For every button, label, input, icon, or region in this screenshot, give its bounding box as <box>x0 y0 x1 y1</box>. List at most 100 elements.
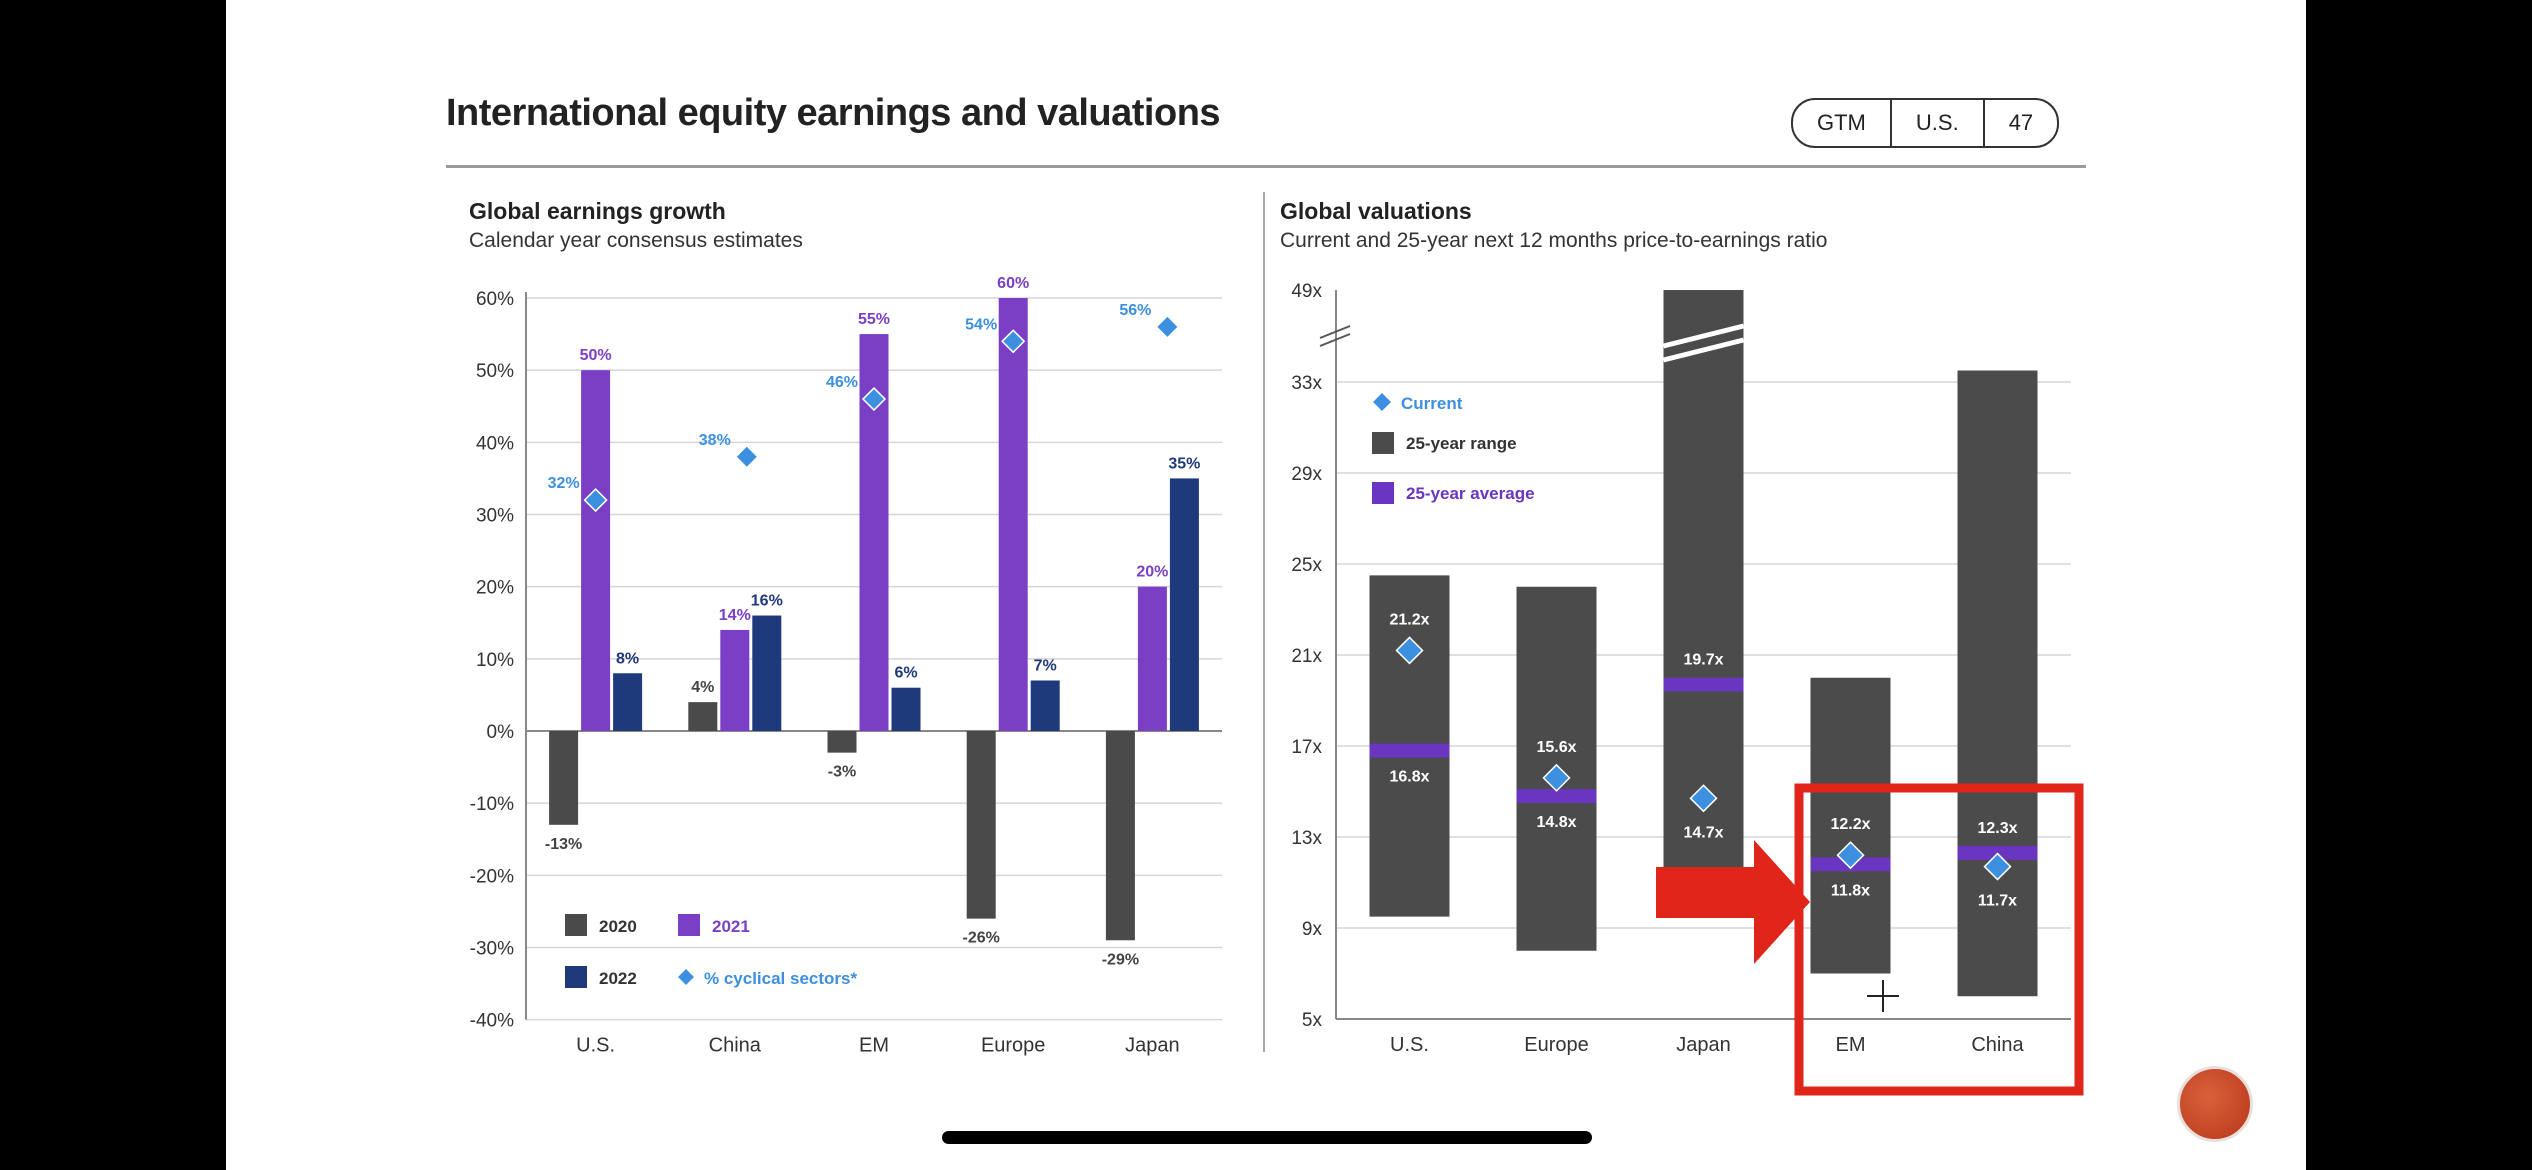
current-marker <box>1542 763 1571 792</box>
data-label: 50% <box>580 347 612 364</box>
y-tick-label: 17x <box>1291 737 1322 758</box>
legend-cyclical-icon <box>675 966 697 988</box>
data-label: 56% <box>1119 302 1151 319</box>
badge-gtm: GTM <box>1817 110 1866 135</box>
y-tick-label: 29x <box>1291 464 1322 485</box>
average-line <box>1663 677 1744 692</box>
left-chart-title: Global earnings growth <box>469 198 726 224</box>
valuations-chart: 49x 33x 29x 25x 21x 17x 13x 9x 5x U.S. 16.8x 21.2x E… <box>1291 281 2084 1096</box>
data-label: 19.7x <box>1683 652 1723 669</box>
legend-swatch <box>678 914 700 936</box>
cyclical-marker <box>734 444 759 469</box>
y-tick-label: -40% <box>470 1011 514 1032</box>
x-tick-label: China <box>709 1035 762 1057</box>
y-tick-label: 49x <box>1291 281 1322 302</box>
bar-2022 <box>613 673 643 731</box>
bar-2022 <box>1169 478 1199 731</box>
bar-2021 <box>720 629 750 731</box>
range-bar <box>1957 370 2038 997</box>
bar-2022 <box>1030 680 1060 731</box>
cyclical-marker <box>583 488 608 513</box>
legend-label: 25-year average <box>1406 484 1535 503</box>
current-marker <box>1983 852 2012 881</box>
data-label: 16% <box>751 593 783 610</box>
data-label: 15.6x <box>1536 739 1576 756</box>
data-label: 60% <box>997 275 1029 292</box>
data-label: 11.8x <box>1831 882 1870 899</box>
y-tick-label: 21x <box>1291 646 1322 667</box>
bar-2022 <box>752 615 782 731</box>
data-label: 20% <box>1136 564 1168 581</box>
bar-2020 <box>688 702 718 731</box>
y-tick-label: -10% <box>470 794 514 815</box>
title-rule <box>446 165 2086 168</box>
data-label: 11.7x <box>1978 893 2017 910</box>
data-label: 6% <box>894 665 917 682</box>
x-tick-label: Europe <box>981 1035 1045 1057</box>
slide: International equity earnings and valuat… <box>226 0 2306 1170</box>
x-tick-label: EM <box>859 1035 889 1057</box>
y-tick-label: 50% <box>476 361 514 382</box>
bar-2020 <box>827 731 857 753</box>
x-tick-label: Japan <box>1676 1034 1731 1056</box>
current-marker <box>1836 841 1865 870</box>
x-tick-label: Japan <box>1125 1035 1180 1057</box>
bar-2021 <box>998 298 1028 731</box>
legend-swatch <box>565 914 587 936</box>
data-label: 14% <box>719 607 751 624</box>
data-label: -26% <box>963 930 1000 947</box>
data-label: 21.2x <box>1389 611 1429 628</box>
highlight-arrow <box>1656 840 1810 964</box>
earnings-growth-chart: 60% 50% 40% 30% 20% 10% 0% -10% -20% -30% -40% U.S.… <box>470 275 1222 1057</box>
y-tick-label: 60% <box>476 289 514 310</box>
data-label: 38% <box>699 432 731 449</box>
record-button[interactable] <box>2177 1066 2253 1142</box>
data-label: 8% <box>616 650 639 667</box>
bar-2021 <box>1137 586 1167 731</box>
page-title: International equity earnings and valuat… <box>446 92 1221 134</box>
y-tick-label: 33x <box>1291 373 1322 394</box>
bar-2022 <box>891 687 921 731</box>
y-tick-label: 20% <box>476 578 514 599</box>
badge-page-number: 47 <box>1982 100 2057 146</box>
average-line <box>1369 743 1450 758</box>
legend-label: 25-year range <box>1406 434 1517 453</box>
data-label: 16.8x <box>1389 769 1429 786</box>
cyclical-marker <box>1155 314 1180 339</box>
panel-divider <box>1263 192 1265 1052</box>
home-indicator[interactable] <box>942 1131 1592 1144</box>
cyclical-marker <box>861 386 887 412</box>
y-tick-label: 40% <box>476 433 514 454</box>
y-tick-label: 10% <box>476 650 514 671</box>
current-marker <box>1395 636 1424 665</box>
range-bar <box>1810 677 1891 974</box>
left-chart-subtitle: Calendar year consensus estimates <box>469 229 803 252</box>
legend-label: 2022 <box>599 969 637 988</box>
right-chart-title: Global valuations <box>1280 198 1472 224</box>
legend-label: % cyclical sectors* <box>704 969 857 988</box>
data-label: 35% <box>1168 455 1200 472</box>
bar-2020 <box>1105 731 1135 941</box>
data-label: 32% <box>548 475 580 492</box>
y-tick-label: 5x <box>1302 1010 1323 1031</box>
y-tick-label: -20% <box>470 866 514 887</box>
y-tick-label: 0% <box>487 722 515 743</box>
range-bar <box>1663 290 1744 872</box>
y-tick-label: 25x <box>1291 555 1322 576</box>
current-marker <box>1689 784 1718 813</box>
legend-label: Current <box>1401 394 1463 413</box>
x-tick-label: EM <box>1836 1034 1866 1056</box>
data-label: 7% <box>1034 657 1057 674</box>
axis-break-mark <box>1319 333 1351 347</box>
legend-swatch <box>1372 432 1394 454</box>
data-label: 46% <box>826 374 858 391</box>
badge-region: U.S. <box>1889 100 1983 146</box>
legend-swatch <box>565 966 587 988</box>
x-tick-label: U.S. <box>576 1035 615 1057</box>
data-label: 4% <box>691 679 714 696</box>
data-label: 14.8x <box>1536 814 1576 831</box>
x-tick-label: Europe <box>1524 1034 1589 1056</box>
bar-2020 <box>966 731 996 919</box>
right-chart-subtitle: Current and 25-year next 12 months price… <box>1280 229 1828 252</box>
legend-current-icon <box>1370 390 1394 414</box>
